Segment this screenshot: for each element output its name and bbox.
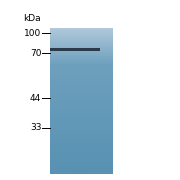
- Bar: [50, 48, 100, 51]
- Text: 100: 100: [24, 29, 41, 38]
- Text: 44: 44: [30, 94, 41, 103]
- Text: 70: 70: [30, 49, 41, 58]
- Text: 33: 33: [30, 123, 41, 132]
- Text: kDa: kDa: [23, 14, 40, 22]
